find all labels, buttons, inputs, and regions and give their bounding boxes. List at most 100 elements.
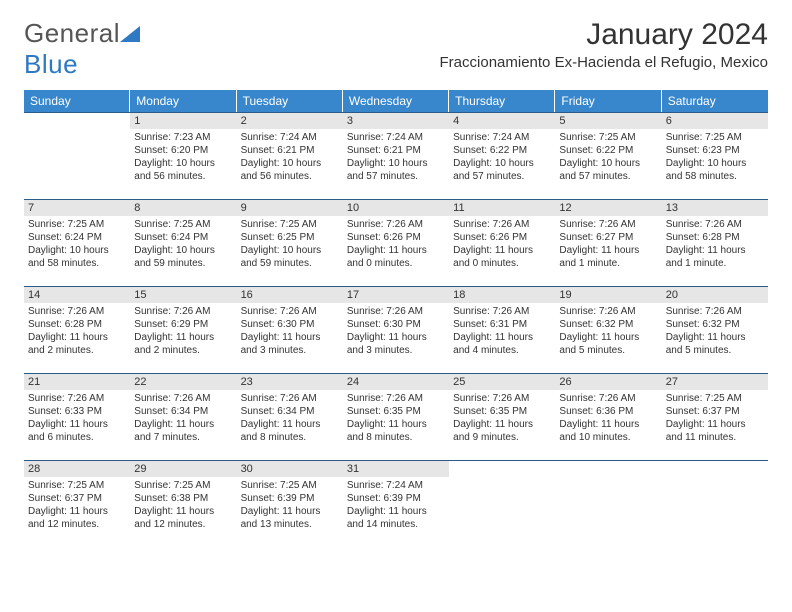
day-number: 1 — [130, 113, 236, 129]
day-info-line: Sunset: 6:28 PM — [28, 318, 126, 331]
day-info-line: and 8 minutes. — [241, 431, 339, 444]
header: General Blue January 2024 Fraccionamient… — [24, 18, 768, 80]
day-info-line: Daylight: 11 hours — [453, 331, 551, 344]
day-info-line: Sunrise: 7:24 AM — [241, 131, 339, 144]
day-info-line: Daylight: 11 hours — [453, 418, 551, 431]
day-number: 14 — [24, 287, 130, 303]
day-info-line: and 59 minutes. — [134, 257, 232, 270]
day-info-line: Sunrise: 7:25 AM — [134, 479, 232, 492]
day-info-line: Sunset: 6:28 PM — [666, 231, 764, 244]
day-header: Tuesday — [237, 90, 343, 112]
day-info-line: Sunset: 6:31 PM — [453, 318, 551, 331]
day-cell: 29Sunrise: 7:25 AMSunset: 6:38 PMDayligh… — [130, 461, 236, 547]
day-number: 9 — [237, 200, 343, 216]
day-info-line: Sunrise: 7:25 AM — [241, 479, 339, 492]
day-info-line: and 5 minutes. — [559, 344, 657, 357]
day-header: Sunday — [24, 90, 130, 112]
day-info-line: Sunrise: 7:26 AM — [28, 392, 126, 405]
day-cell: 17Sunrise: 7:26 AMSunset: 6:30 PMDayligh… — [343, 287, 449, 373]
day-info-line: Daylight: 11 hours — [28, 418, 126, 431]
day-info-line: and 12 minutes. — [28, 518, 126, 531]
day-info-line: Sunset: 6:30 PM — [347, 318, 445, 331]
day-cell: 11Sunrise: 7:26 AMSunset: 6:26 PMDayligh… — [449, 200, 555, 286]
day-info-line: Daylight: 11 hours — [559, 244, 657, 257]
day-number: 30 — [237, 461, 343, 477]
day-info-line: Daylight: 11 hours — [241, 505, 339, 518]
day-info-line: Daylight: 11 hours — [666, 244, 764, 257]
day-info-line: Sunset: 6:21 PM — [241, 144, 339, 157]
day-info-line: Sunset: 6:32 PM — [666, 318, 764, 331]
logo-text-2: Blue — [24, 49, 78, 79]
day-info-line: Sunrise: 7:26 AM — [453, 392, 551, 405]
day-cell: 25Sunrise: 7:26 AMSunset: 6:35 PMDayligh… — [449, 374, 555, 460]
day-info-line: and 7 minutes. — [134, 431, 232, 444]
day-info-line: Sunset: 6:29 PM — [134, 318, 232, 331]
week-row: 14Sunrise: 7:26 AMSunset: 6:28 PMDayligh… — [24, 286, 768, 373]
day-number: 15 — [130, 287, 236, 303]
day-number: 13 — [662, 200, 768, 216]
day-info-line: Sunset: 6:34 PM — [134, 405, 232, 418]
day-info-line: Daylight: 11 hours — [134, 331, 232, 344]
day-info-line: Sunrise: 7:26 AM — [134, 392, 232, 405]
day-info-line: Sunrise: 7:26 AM — [666, 305, 764, 318]
day-number: 7 — [24, 200, 130, 216]
day-info-line: Daylight: 10 hours — [241, 244, 339, 257]
day-number: 21 — [24, 374, 130, 390]
day-cell: 4Sunrise: 7:24 AMSunset: 6:22 PMDaylight… — [449, 113, 555, 199]
day-info-line: Daylight: 10 hours — [241, 157, 339, 170]
day-info-line: Sunrise: 7:23 AM — [134, 131, 232, 144]
day-info-line: Sunrise: 7:26 AM — [28, 305, 126, 318]
day-number: 22 — [130, 374, 236, 390]
day-cell — [24, 113, 130, 199]
day-cell: 21 Sunrise: 7:26 AMSunset: 6:33 PMDayligh… — [24, 374, 130, 460]
day-info-line: Sunset: 6:33 PM — [28, 405, 126, 418]
day-cell: 1Sunrise: 7:23 AMSunset: 6:20 PMDaylight… — [130, 113, 236, 199]
day-cell: 15Sunrise: 7:26 AMSunset: 6:29 PMDayligh… — [130, 287, 236, 373]
day-info-line: Sunset: 6:20 PM — [134, 144, 232, 157]
day-info-line: Daylight: 11 hours — [28, 505, 126, 518]
day-cell: 14Sunrise: 7:26 AMSunset: 6:28 PMDayligh… — [24, 287, 130, 373]
day-info-line: and 56 minutes. — [134, 170, 232, 183]
day-info-line: Daylight: 11 hours — [134, 505, 232, 518]
day-number: 23 — [237, 374, 343, 390]
day-info-line: Sunset: 6:25 PM — [241, 231, 339, 244]
day-header: Saturday — [662, 90, 768, 112]
day-info-line: and 5 minutes. — [666, 344, 764, 357]
day-info-line: and 57 minutes. — [453, 170, 551, 183]
day-info-line: and 0 minutes. — [347, 257, 445, 270]
day-info-line: Sunrise: 7:26 AM — [559, 218, 657, 231]
day-info-line: and 56 minutes. — [241, 170, 339, 183]
day-info-line: Sunset: 6:27 PM — [559, 231, 657, 244]
day-info-line: Sunrise: 7:26 AM — [347, 218, 445, 231]
day-info-line: and 10 minutes. — [559, 431, 657, 444]
day-info-line: Daylight: 11 hours — [559, 418, 657, 431]
day-number: 31 — [343, 461, 449, 477]
day-number: 4 — [449, 113, 555, 129]
day-info-line: Daylight: 10 hours — [347, 157, 445, 170]
logo: General Blue — [24, 18, 142, 80]
day-info-line: and 3 minutes. — [347, 344, 445, 357]
day-number: 18 — [449, 287, 555, 303]
calendar-page: General Blue January 2024 Fraccionamient… — [0, 0, 792, 547]
day-headers-row: Sunday Monday Tuesday Wednesday Thursday… — [24, 90, 768, 112]
day-info-line: Sunset: 6:35 PM — [453, 405, 551, 418]
day-cell: 24Sunrise: 7:26 AMSunset: 6:35 PMDayligh… — [343, 374, 449, 460]
day-info-line: Sunset: 6:30 PM — [241, 318, 339, 331]
day-info-line: Sunrise: 7:25 AM — [666, 392, 764, 405]
day-cell: 16Sunrise: 7:26 AMSunset: 6:30 PMDayligh… — [237, 287, 343, 373]
logo-text-1: General — [24, 18, 120, 48]
day-number: 20 — [662, 287, 768, 303]
day-number: 2 — [237, 113, 343, 129]
day-info-line: Sunset: 6:26 PM — [347, 231, 445, 244]
day-cell: 28Sunrise: 7:25 AMSunset: 6:37 PMDayligh… — [24, 461, 130, 547]
day-info-line: Sunset: 6:37 PM — [666, 405, 764, 418]
day-info-line: Daylight: 11 hours — [347, 505, 445, 518]
day-cell: 2 Sunrise: 7:24 AMSunset: 6:21 PMDaylight… — [237, 113, 343, 199]
day-number: 19 — [555, 287, 661, 303]
day-cell — [449, 461, 555, 547]
day-info-line: Sunrise: 7:25 AM — [241, 218, 339, 231]
day-info-line: Sunrise: 7:26 AM — [241, 305, 339, 318]
day-cell: 5Sunrise: 7:25 AMSunset: 6:22 PMDaylight… — [555, 113, 661, 199]
day-info-line: and 2 minutes. — [134, 344, 232, 357]
day-info-line: and 59 minutes. — [241, 257, 339, 270]
